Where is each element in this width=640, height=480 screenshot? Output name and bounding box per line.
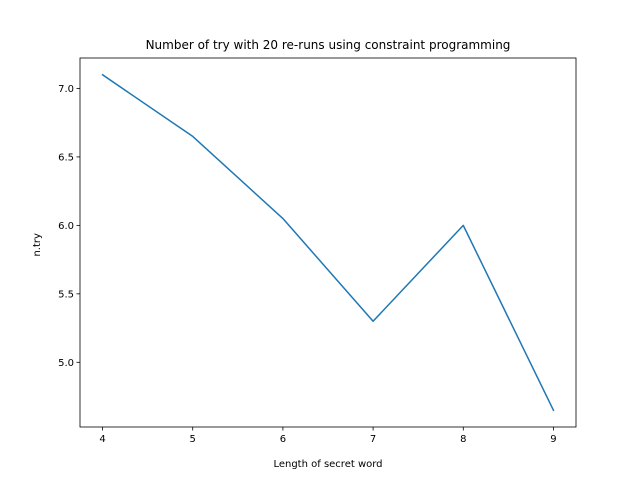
y-axis-ticks: 5.0 5.5 6.0 6.5 7.0 — [58, 84, 80, 369]
x-axis-label: Length of secret word — [273, 459, 382, 470]
x-tick-label: 4 — [99, 434, 105, 445]
y-tick-label: 5.0 — [58, 358, 74, 369]
series-line — [101, 73, 555, 412]
y-tick-label: 7.0 — [58, 84, 74, 95]
y-axis-label: n.try — [32, 233, 43, 257]
y-tick-label: 5.5 — [58, 289, 74, 300]
series-layer — [101, 73, 555, 412]
x-tick-label: 9 — [550, 434, 556, 445]
x-tick-label: 7 — [370, 434, 376, 445]
x-axis-ticks: 4 5 6 7 8 9 — [99, 427, 557, 445]
y-tick-label: 6.0 — [58, 221, 74, 232]
x-tick-label: 6 — [280, 434, 286, 445]
y-tick-label: 6.5 — [58, 153, 74, 164]
chart-title: Number of try with 20 re-runs using cons… — [146, 38, 511, 52]
x-tick-label: 8 — [460, 434, 466, 445]
x-tick-label: 5 — [190, 434, 196, 445]
axes-frame — [79, 57, 577, 428]
